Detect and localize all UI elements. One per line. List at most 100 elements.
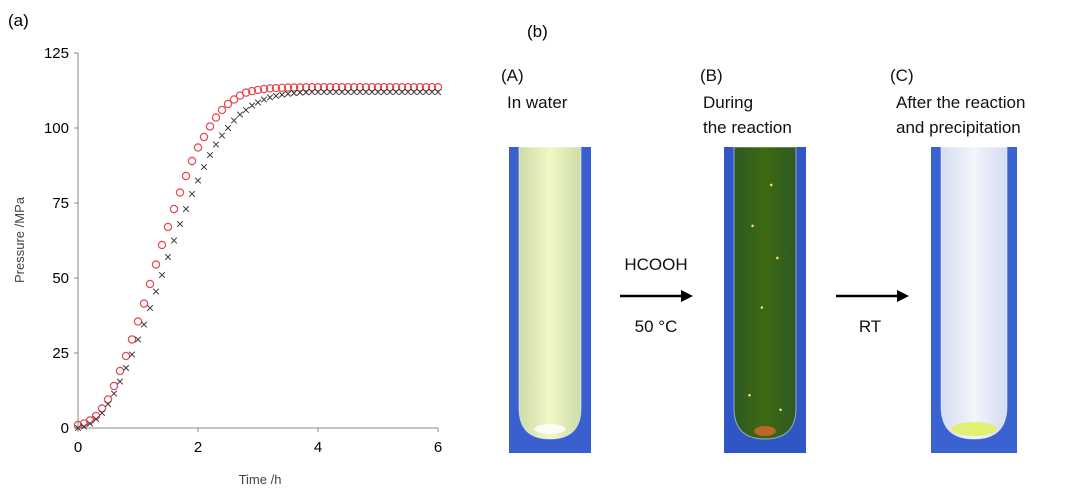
- sparkle: [776, 256, 779, 260]
- data-point: [158, 271, 166, 279]
- reaction-arrow-2: RT: [836, 290, 909, 336]
- sparkle: [751, 224, 754, 228]
- y-tick-label: 100: [44, 120, 69, 137]
- data-point: [319, 82, 329, 92]
- test-tube: [733, 146, 797, 440]
- data-point: [433, 82, 443, 92]
- data-point: [211, 113, 221, 122]
- data-point: [307, 82, 317, 92]
- chart-axes: [77, 53, 438, 429]
- data-point: [152, 288, 160, 295]
- data-point: [127, 335, 137, 344]
- data-point: [157, 240, 167, 250]
- tube-photo-3: (C) After the reaction and precipitation: [890, 66, 1025, 453]
- x-tick-label: 0: [74, 439, 82, 456]
- data-point: [385, 82, 395, 92]
- data-point: [254, 99, 262, 106]
- data-point: [122, 364, 130, 372]
- data-point: [229, 95, 239, 104]
- data-point: [332, 88, 340, 96]
- data-point: [349, 82, 359, 92]
- x-tick-label: 2: [194, 439, 202, 456]
- data-point: [218, 132, 226, 139]
- data-point: [337, 82, 347, 92]
- y-tick-label: 125: [44, 45, 69, 62]
- data-point: [164, 253, 172, 261]
- data-point: [397, 82, 407, 92]
- y-tick-label: 25: [52, 345, 69, 362]
- data-point: [260, 96, 268, 103]
- data-point: [151, 260, 161, 269]
- x-tick-label: 6: [434, 439, 442, 456]
- test-tube: [518, 146, 582, 440]
- photo-caption-line: the reaction: [703, 118, 792, 137]
- data-point: [314, 88, 322, 96]
- data-point: [230, 117, 238, 124]
- data-point: [434, 88, 442, 96]
- data-point: [350, 88, 358, 96]
- data-point: [271, 83, 281, 93]
- photo-caption-line: During: [703, 93, 753, 112]
- data-point: [361, 82, 371, 92]
- data-point: [206, 151, 214, 159]
- data-point: [320, 88, 328, 96]
- data-point: [223, 99, 233, 109]
- data-point: [421, 82, 431, 92]
- data-point: [169, 204, 179, 214]
- photo-caption-line: In water: [507, 93, 568, 112]
- photo-letter: (B): [700, 66, 723, 85]
- data-point: [200, 163, 208, 171]
- photo-caption-line: and precipitation: [896, 118, 1021, 137]
- y-axis-title: Pressure /MPa: [12, 196, 27, 283]
- data-point: [344, 88, 352, 96]
- data-point: [427, 82, 437, 92]
- data-point: [301, 82, 311, 92]
- data-point: [199, 132, 209, 142]
- data-point: [380, 88, 388, 96]
- data-point: [374, 88, 382, 96]
- data-point: [391, 82, 401, 92]
- data-point: [362, 88, 370, 96]
- data-point: [404, 88, 412, 96]
- data-point: [392, 88, 400, 96]
- data-point: [170, 237, 178, 244]
- tube-bottom-precipitate: [950, 422, 998, 436]
- data-point: [145, 279, 155, 289]
- data-point: [356, 88, 364, 96]
- data-point: [295, 83, 305, 92]
- data-point: [139, 299, 149, 308]
- data-point: [326, 88, 334, 96]
- data-point: [115, 366, 125, 376]
- data-point: [194, 177, 202, 184]
- data-point: [277, 83, 287, 93]
- series-2: [74, 88, 442, 432]
- arrow-head: [897, 290, 909, 302]
- data-point: [368, 88, 376, 96]
- y-tick-label: 75: [52, 195, 69, 212]
- arrow-head: [681, 290, 693, 302]
- data-point: [331, 82, 341, 92]
- data-point: [338, 88, 346, 96]
- reaction-arrow-1: HCOOH 50 °C: [620, 255, 693, 336]
- data-point: [80, 423, 88, 430]
- data-point: [416, 88, 424, 96]
- data-point: [343, 82, 353, 92]
- y-tick-label: 50: [52, 270, 69, 287]
- data-point: [212, 141, 220, 148]
- arrow-top-label: HCOOH: [624, 255, 687, 274]
- data-point: [104, 400, 112, 408]
- data-point: [217, 105, 227, 115]
- data-point: [266, 94, 274, 101]
- data-point: [398, 88, 406, 96]
- data-point: [110, 390, 118, 397]
- chart-ticks: 0 25 50 75 100 125 0 2 4 6: [44, 45, 442, 456]
- data-point: [140, 321, 148, 328]
- tube-bottom-sediment: [754, 426, 776, 436]
- data-point: [325, 82, 335, 92]
- data-point: [313, 82, 323, 92]
- data-point: [74, 424, 82, 432]
- data-point: [242, 106, 250, 114]
- x-axis-title: Time /h: [239, 472, 282, 487]
- data-point: [265, 84, 275, 93]
- data-point: [128, 351, 136, 358]
